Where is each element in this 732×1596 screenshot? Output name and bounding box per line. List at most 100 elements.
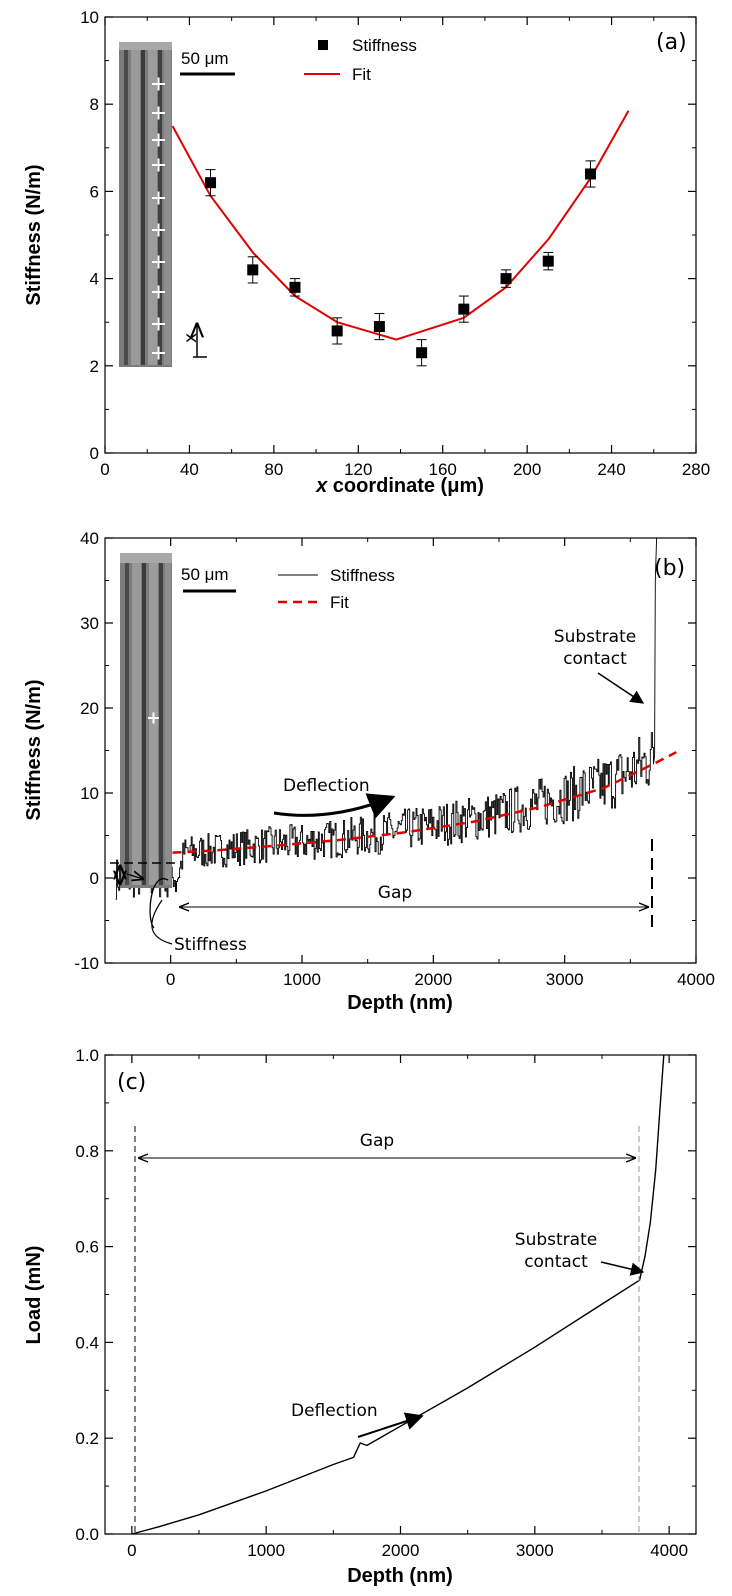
- y-tick-label-a: 2: [90, 357, 99, 376]
- x-axis-title-a-rest: coordinate (μm): [327, 475, 484, 497]
- measurement-marker: [152, 346, 165, 360]
- axis-ticks-c: [105, 1054, 696, 1535]
- inset-image-b: [120, 553, 172, 888]
- y-axis-title-b: Stiffness (N/m): [23, 679, 45, 820]
- stiffness-line-b: [115, 537, 658, 900]
- y-tick-label-b: 0: [90, 869, 99, 888]
- stiffness-points-a: [205, 160, 596, 367]
- y-tick-label-b: -10: [74, 954, 99, 973]
- measurement-marker: [152, 106, 165, 120]
- deflection-label-c: Deflection: [291, 1401, 378, 1421]
- panel-a: 0 40 80 120 160 200 240 280 0 2 4 6 8 10 50 μm x Stif…: [23, 8, 710, 497]
- x-tick-label-a: 280: [682, 460, 710, 479]
- data-point: [584, 168, 596, 180]
- y-tick-label-a: 0: [90, 444, 99, 463]
- x-tick-label-b: 0: [166, 970, 175, 989]
- substrate-contact-label-c-2: contact: [524, 1252, 588, 1272]
- data-point: [247, 264, 259, 276]
- x-tick-label-b: 4000: [677, 970, 715, 989]
- substrate-contact-arrow-b: [597, 672, 645, 704]
- scale-label-a: 50 μm: [181, 49, 229, 68]
- substrate-contact-label-b-1: Substrate: [554, 627, 636, 647]
- stiffness-step-indicator-b: [110, 862, 178, 945]
- x-tick-label-a: 160: [429, 460, 457, 479]
- measurement-marker: [152, 158, 165, 172]
- y-axis-title-c: Load (mN): [23, 1246, 45, 1345]
- x-tick-label-b: 2000: [414, 970, 452, 989]
- x-tick-label-c: 3000: [516, 1541, 554, 1560]
- measurement-marker-b: [148, 712, 159, 724]
- y-tick-label-c: 1.0: [75, 1046, 99, 1065]
- x-tick-label-c: 0: [127, 1541, 136, 1560]
- y-tick-label-a: 8: [90, 95, 99, 114]
- y-tick-label-a: 6: [90, 182, 99, 201]
- x-tick-label-a: 0: [100, 460, 109, 479]
- x-tick-label-b: 3000: [546, 970, 584, 989]
- load-line-c: [131, 1054, 665, 1535]
- data-point: [373, 321, 385, 333]
- axis-ticks-a: [104, 16, 697, 454]
- legend-marker-stiffness-a: [318, 40, 328, 50]
- x-tick-label-c: 2000: [382, 1541, 420, 1560]
- y-tick-label-a: 10: [80, 8, 99, 27]
- deflection-label-b: Deflection: [283, 776, 370, 796]
- x-axis-title-b: Depth (nm): [347, 992, 453, 1014]
- data-point: [205, 177, 217, 189]
- inset-image-a: [119, 42, 172, 367]
- data-point: [331, 325, 343, 337]
- x-tick-label-a: 120: [344, 460, 372, 479]
- plot-frame-a: [104, 16, 697, 454]
- fit-line-a: [171, 110, 630, 341]
- panel-label-b: (b): [654, 556, 685, 581]
- y-tick-label-b: 20: [80, 699, 99, 718]
- load-curve-c: [131, 1054, 665, 1535]
- x-tick-label-c: 4000: [650, 1541, 688, 1560]
- gap-label-c: Gap: [360, 1131, 394, 1151]
- y-tick-label-c: 0.6: [75, 1238, 99, 1257]
- y-tick-label-c: 0.8: [75, 1142, 99, 1161]
- gap-dimension-c: [134, 1126, 640, 1532]
- y-tick-label-b: 10: [80, 784, 99, 803]
- x-axis-title-a: x coordinate (μm): [315, 475, 484, 497]
- data-point: [500, 273, 512, 285]
- y-tick-label-a: 4: [90, 270, 99, 289]
- substrate-contact-label-c-1: Substrate: [515, 1230, 597, 1250]
- y-tick-label-b: 40: [80, 529, 99, 548]
- measurement-marker: [152, 223, 165, 237]
- y-tick-label-b: 30: [80, 614, 99, 633]
- measurement-marker: [152, 133, 165, 147]
- data-point: [416, 347, 428, 359]
- plot-frame-c: [104, 1054, 697, 1535]
- scale-label-b: 50 μm: [181, 565, 229, 584]
- data-point: [289, 281, 301, 293]
- legend-label-fit-b: Fit: [330, 593, 349, 612]
- x-tick-label-a: 40: [180, 460, 199, 479]
- fit-line-b: [157, 751, 677, 855]
- gap-label-b: Gap: [378, 883, 412, 903]
- x-tick-label-a: 200: [513, 460, 541, 479]
- x-tick-label-a: 80: [264, 460, 283, 479]
- measurement-marker: [152, 191, 165, 205]
- y-tick-label-c: 0.0: [75, 1525, 99, 1544]
- panel-label-c: (c): [117, 1070, 146, 1095]
- substrate-contact-arrow-c: [600, 1261, 645, 1276]
- stiffness-label-b: Stiffness: [174, 935, 247, 955]
- measurement-marker: [152, 317, 165, 331]
- legend-label-fit-a: Fit: [352, 65, 371, 84]
- measurement-marker: [152, 255, 165, 269]
- gap-dimension-b: [175, 839, 653, 930]
- deflection-arrow-c: [357, 1412, 424, 1438]
- measurement-marker: [152, 77, 165, 91]
- panel-label-a: (a): [656, 30, 687, 55]
- x-axis-title-c: Depth (nm): [347, 1565, 453, 1587]
- x-tick-label-b: 1000: [283, 970, 321, 989]
- x-tick-label-a: 240: [597, 460, 625, 479]
- y-tick-label-c: 0.2: [75, 1429, 99, 1448]
- substrate-contact-label-b-2: contact: [563, 649, 627, 669]
- x-axis-title-a-italic: x: [315, 475, 328, 497]
- measurement-marker: [152, 285, 165, 299]
- fit-curve-a: [171, 110, 630, 341]
- x-tick-label-c: 1000: [247, 1541, 285, 1560]
